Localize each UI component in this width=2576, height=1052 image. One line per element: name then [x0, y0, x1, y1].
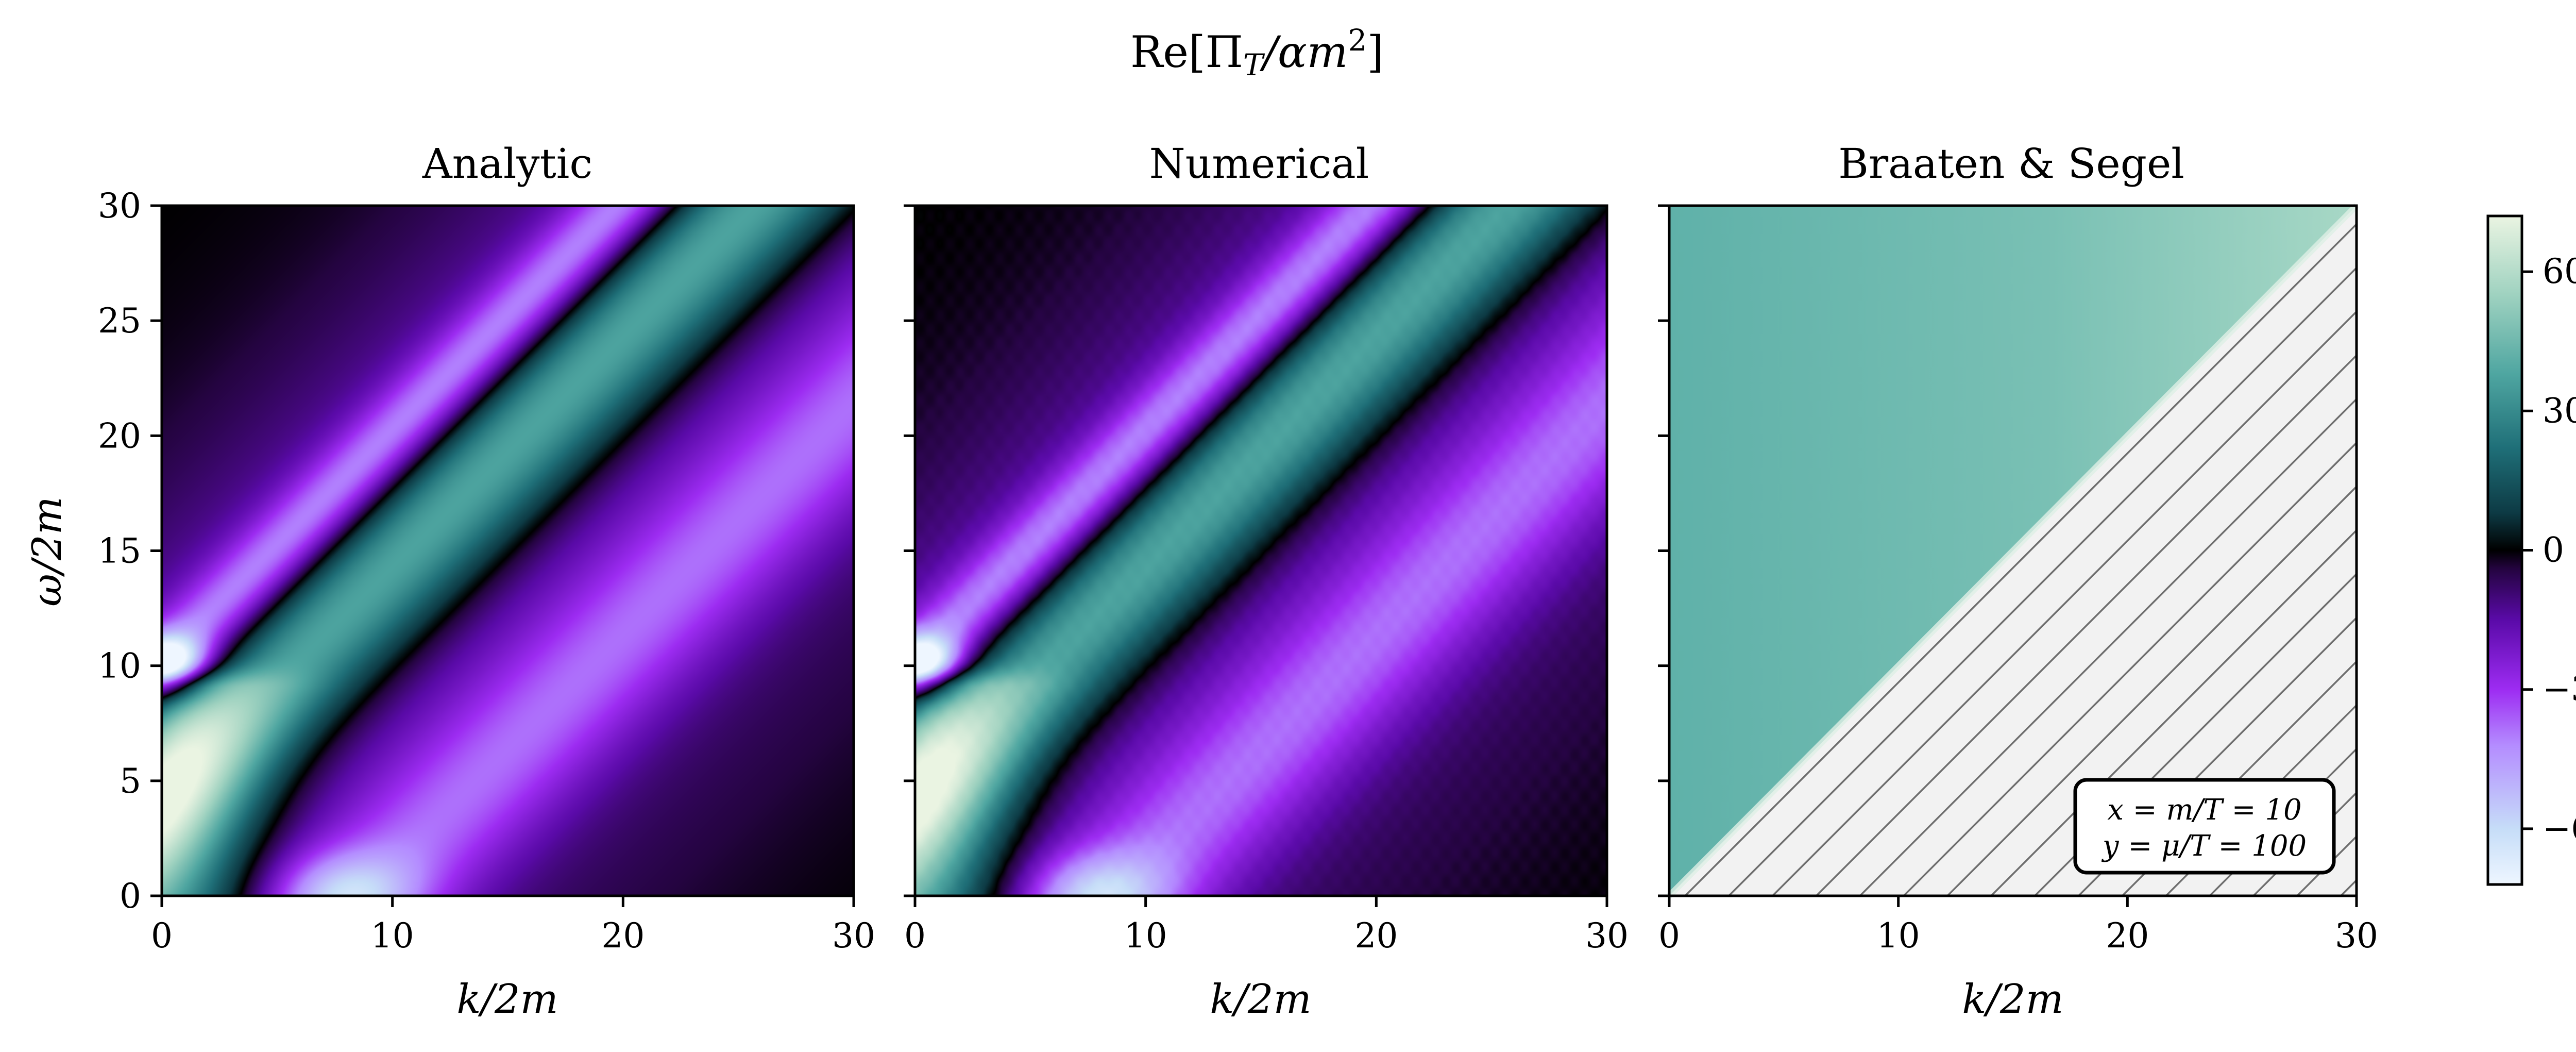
x-tick-label: 0	[904, 916, 926, 956]
x-tick-label: 30	[1585, 916, 1629, 956]
x-tick-label: 20	[2106, 916, 2149, 956]
x-tick-label: 10	[1877, 916, 1920, 956]
x-tick-label: 30	[832, 916, 875, 956]
y-tick-label: 10	[98, 646, 141, 686]
heatmap-numerical	[915, 206, 1607, 896]
xlabel-numerical: k/2m	[1210, 976, 1311, 1023]
light-cone-edge	[1667, 203, 2359, 898]
colorbar-tick-label: −30	[2543, 670, 2576, 709]
y-tick-label: 30	[98, 186, 141, 226]
y-tick-label: 5	[120, 761, 141, 801]
annotation-box	[2073, 778, 2336, 875]
y-tick-label: 15	[98, 531, 141, 571]
x-tick-label: 20	[1354, 916, 1398, 956]
y-tick-label: 25	[98, 301, 141, 341]
panel-title-numerical: Numerical	[1149, 140, 1369, 188]
panel-braaten-segel: x = m/T = 10 y = μ/T = 100	[1667, 203, 2359, 898]
colorbar-tick-label: 30	[2543, 391, 2576, 430]
ticks-layer: 0 10 20 30 0 5 10 15 20 25 30 0 10 20 30 0 10 20 30	[98, 186, 2378, 956]
parameter-annotation: x = m/T = 10 y = μ/T = 100	[2073, 778, 2336, 875]
y-tick-label: 20	[98, 416, 141, 456]
panel-title-braaten-segel: Braaten & Segel	[1838, 140, 2184, 188]
ylabel: ω/2m	[24, 496, 71, 606]
y-tick-label: 0	[120, 876, 141, 916]
xlabel-analytic: k/2m	[456, 976, 558, 1023]
panel-title-analytic: Analytic	[422, 140, 592, 188]
panel-analytic	[160, 204, 855, 897]
x-tick-label: 20	[601, 916, 645, 956]
xlabel-braaten-segel: k/2m	[1962, 976, 2063, 1023]
colorbar-tick-label: 0	[2543, 530, 2564, 570]
annotation-line-1: x = m/T = 10	[2107, 793, 2301, 827]
colorbar: 60 30 0 −30 −60	[2486, 214, 2576, 886]
x-tick-label: 0	[1658, 916, 1680, 956]
suptitle: Re[ΠT/αm2]	[1130, 23, 1384, 82]
panel-numerical	[913, 204, 1608, 897]
colorbar-tick-label: 60	[2543, 252, 2576, 291]
colorbar-ticks: 60 30 0 −30 −60	[2522, 252, 2576, 848]
x-tick-label: 10	[1124, 916, 1167, 956]
annotation-line-2: y = μ/T = 100	[2101, 829, 2307, 863]
x-tick-label: 0	[151, 916, 173, 956]
colorbar-body	[2488, 216, 2522, 884]
x-tick-label: 10	[371, 916, 414, 956]
x-tick-label: 30	[2335, 916, 2378, 956]
colorbar-tick-label: −60	[2543, 809, 2576, 848]
heatmap-analytic	[162, 206, 854, 896]
